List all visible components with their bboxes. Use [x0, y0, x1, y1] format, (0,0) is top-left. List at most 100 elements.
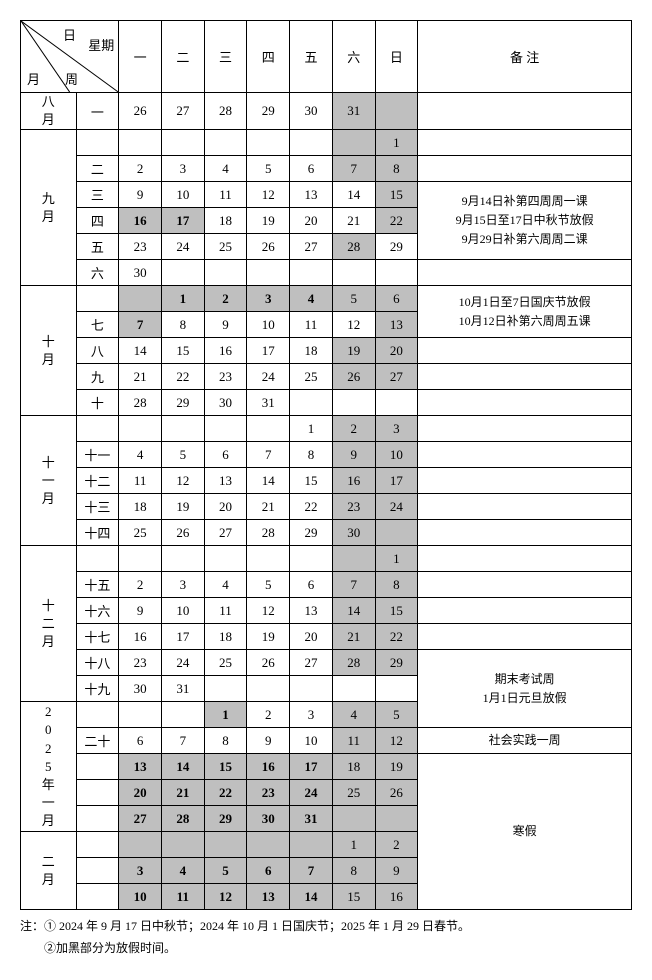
notes-cell-empty: [418, 468, 632, 494]
notes-cell-empty: [418, 598, 632, 624]
day-cell: 10: [119, 884, 162, 910]
day-cell: 13: [204, 468, 247, 494]
day-cell: 1: [375, 130, 418, 156]
day-cell: 20: [204, 494, 247, 520]
notes-cell-empty: [418, 520, 632, 546]
week-label: [76, 702, 119, 728]
day-cell: 2: [375, 832, 418, 858]
day-cell: [204, 676, 247, 702]
month-label: 九月: [21, 130, 77, 286]
day-cell: 4: [332, 702, 375, 728]
day-cell: [332, 676, 375, 702]
week-label: 十: [76, 390, 119, 416]
day-cell: 9: [332, 442, 375, 468]
day-cell: 9: [119, 182, 162, 208]
day-cell: 13: [119, 754, 162, 780]
notes-cell-empty: [418, 572, 632, 598]
weekday-header-1: 二: [161, 21, 204, 93]
day-cell: 30: [290, 93, 333, 130]
day-cell: 9: [247, 728, 290, 754]
day-cell: 10: [247, 312, 290, 338]
day-cell: 8: [161, 312, 204, 338]
week-label: [76, 546, 119, 572]
week-label: [76, 832, 119, 858]
day-cell: 11: [332, 728, 375, 754]
week-label: 十一: [76, 442, 119, 468]
day-cell: 3: [119, 858, 162, 884]
notes-cell-empty: [418, 494, 632, 520]
day-cell: 16: [119, 208, 162, 234]
day-cell: [290, 546, 333, 572]
day-cell: [119, 702, 162, 728]
weekday-header-2: 三: [204, 21, 247, 93]
day-cell: 6: [375, 286, 418, 312]
day-cell: 4: [290, 286, 333, 312]
day-cell: 12: [332, 312, 375, 338]
day-cell: [161, 832, 204, 858]
day-cell: [332, 130, 375, 156]
day-cell: 22: [375, 208, 418, 234]
notes-cell-empty: [418, 390, 632, 416]
day-cell: 1: [375, 546, 418, 572]
day-cell: 27: [375, 364, 418, 390]
day-cell: 11: [119, 468, 162, 494]
week-label: 十七: [76, 624, 119, 650]
day-cell: [247, 130, 290, 156]
day-cell: 1: [204, 702, 247, 728]
day-cell: 6: [290, 156, 333, 182]
day-cell: 9: [375, 858, 418, 884]
notes-cell-empty: [418, 624, 632, 650]
academic-calendar-table: 日星期月周一二三四五六日备 注八月一262728293031九月1二234567…: [20, 20, 632, 910]
notes-cell-empty: [418, 130, 632, 156]
day-cell: [119, 130, 162, 156]
day-cell: 18: [290, 338, 333, 364]
day-cell: 20: [290, 208, 333, 234]
day-cell: [290, 832, 333, 858]
day-cell: 28: [332, 650, 375, 676]
day-cell: 16: [119, 624, 162, 650]
day-cell: 30: [247, 806, 290, 832]
day-cell: 1: [161, 286, 204, 312]
month-label: 十月: [21, 286, 77, 416]
day-cell: 18: [204, 624, 247, 650]
notes-cell-empty: [418, 260, 632, 286]
day-cell: 20: [375, 338, 418, 364]
day-cell: 5: [247, 156, 290, 182]
day-cell: 19: [161, 494, 204, 520]
day-cell: [375, 520, 418, 546]
day-cell: 28: [119, 390, 162, 416]
day-cell: 21: [119, 364, 162, 390]
day-cell: 23: [247, 780, 290, 806]
day-cell: 19: [247, 208, 290, 234]
day-cell: 3: [161, 572, 204, 598]
day-cell: 26: [119, 93, 162, 130]
day-cell: 5: [375, 702, 418, 728]
day-cell: 10: [290, 728, 333, 754]
day-cell: 19: [247, 624, 290, 650]
day-cell: 13: [375, 312, 418, 338]
day-cell: 8: [375, 156, 418, 182]
day-cell: 15: [204, 754, 247, 780]
day-cell: [119, 416, 162, 442]
month-label: 八月: [21, 93, 77, 130]
day-cell: [375, 260, 418, 286]
day-cell: [119, 286, 162, 312]
day-cell: [375, 93, 418, 130]
day-cell: 4: [204, 572, 247, 598]
day-cell: 30: [332, 520, 375, 546]
day-cell: 7: [247, 442, 290, 468]
day-cell: 24: [161, 234, 204, 260]
day-cell: 27: [290, 234, 333, 260]
day-cell: 19: [375, 754, 418, 780]
weekday-header-6: 日: [375, 21, 418, 93]
day-cell: 20: [119, 780, 162, 806]
week-label: [76, 806, 119, 832]
day-cell: 4: [161, 858, 204, 884]
day-cell: 30: [119, 676, 162, 702]
notes-cell: 社会实践一周: [418, 728, 632, 754]
day-cell: 28: [204, 93, 247, 130]
day-cell: 1: [332, 832, 375, 858]
day-cell: 26: [161, 520, 204, 546]
day-cell: [290, 260, 333, 286]
week-label: 六: [76, 260, 119, 286]
